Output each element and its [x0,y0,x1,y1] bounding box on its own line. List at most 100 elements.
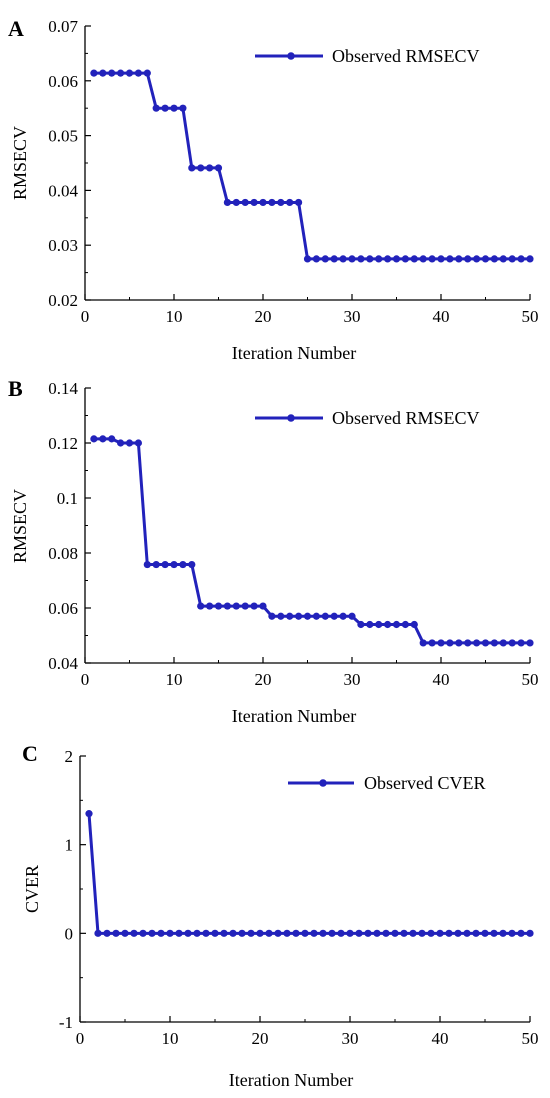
y-tick-label: 0.04 [48,654,78,673]
data-point [481,639,490,647]
data-point [455,639,463,647]
data-point [418,929,426,937]
data-point [481,255,490,263]
panel-b-y-axis-title: RMSECV [10,489,30,563]
data-point [384,620,392,629]
data-point [241,602,249,610]
data-point [170,560,178,569]
data-point [312,612,320,620]
panel-a-y-tick-labels: 0.02 0.03 0.04 0.05 0.06 0.07 [48,17,78,310]
data-point [464,255,472,263]
data-point [463,929,471,937]
data-point [286,612,294,620]
data-point [321,612,329,620]
panel-c-x-tick-labels: 0 10 20 30 40 50 [76,1029,539,1048]
data-point [179,104,187,112]
data-point [117,69,125,77]
data-point [419,255,427,263]
data-point [508,639,516,647]
data-point [211,929,219,937]
panel-b-plot [90,435,534,647]
data-point [328,929,336,937]
data-point [241,198,249,207]
data-point [357,255,365,263]
data-point [348,612,356,620]
data-point [250,198,258,207]
data-point [401,620,409,629]
data-point [232,602,240,610]
data-point [143,69,151,77]
data-point [473,255,481,263]
data-point [90,69,98,77]
x-tick-label: 0 [76,1029,85,1048]
panel-c-x-axis-title: Iteration Number [229,1070,353,1090]
data-point [139,929,147,937]
data-point [214,164,223,172]
data-point [499,255,507,263]
y-tick-label: 0.06 [48,599,78,618]
data-point [526,929,534,937]
data-point [286,198,294,207]
panel-b-letter: B [8,376,23,401]
y-tick-label: 0.12 [48,434,78,453]
data-point [391,929,399,937]
data-point [220,929,228,937]
data-point [472,929,480,937]
data-point [346,929,354,937]
data-point [384,255,392,263]
data-point [490,639,498,647]
panel-c-legend-label: Observed CVER [364,773,485,793]
data-point [175,929,183,937]
data-point [99,435,107,443]
data-point [250,602,258,610]
data-point [517,639,525,647]
x-tick-label: 30 [344,307,361,326]
data-point [410,620,418,629]
data-point [348,255,356,263]
data-point [382,929,390,937]
data-point [292,929,300,937]
data-point [375,620,383,629]
y-tick-label: 0.14 [48,379,78,398]
data-point [428,255,436,263]
panel-c-legend: Observed CVER [288,773,485,793]
panel-a-plot [90,69,534,263]
data-point [197,602,205,610]
data-point [295,198,303,207]
data-point [161,560,169,569]
panel-b-legend-label: Observed RMSECV [332,408,480,428]
data-point [373,929,381,937]
y-tick-label: 0.04 [48,181,78,200]
data-point [508,929,516,937]
data-point [188,164,196,172]
data-point [454,929,462,937]
data-point [401,255,409,263]
y-tick-label: 0.08 [48,544,78,563]
data-point [319,929,327,937]
panel-c-axes [79,755,531,1023]
data-point [400,929,408,937]
data-point [197,164,205,172]
y-tick-label: 0.02 [48,291,78,310]
data-point [339,255,347,263]
x-tick-label: 40 [433,307,450,326]
data-point [321,255,329,263]
data-point [517,929,525,937]
panel-b: B Iteration Number RMSECV 0 10 20 30 40 50 0.… [8,376,539,726]
data-point [410,255,418,263]
data-point [490,929,498,937]
y-tick-label: 0.03 [48,236,78,255]
data-point [392,255,401,263]
data-point [268,612,276,620]
data-point [117,439,125,447]
panel-c-plot [85,810,534,937]
data-point [223,198,231,207]
data-point [161,104,169,112]
y-tick-label: 0.07 [48,17,78,36]
data-point [134,439,142,447]
panel-b-legend: Observed RMSECV [255,408,480,428]
y-tick-label: -1 [59,1013,73,1032]
y-tick-label: 1 [65,836,74,855]
data-point [152,560,160,569]
series-line [87,813,530,935]
